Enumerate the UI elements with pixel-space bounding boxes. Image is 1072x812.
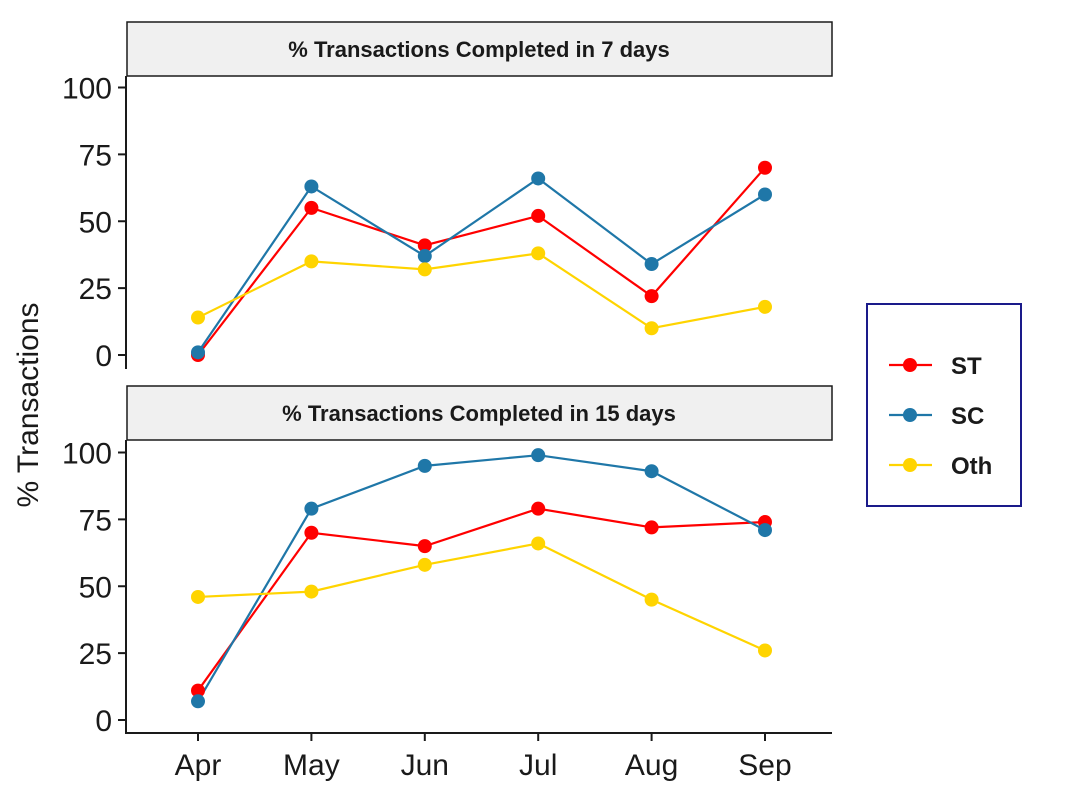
- series-line-sc: [197, 454, 766, 702]
- y-tick-label: 100: [62, 73, 112, 106]
- data-point-oth: [191, 310, 205, 325]
- legend-label-sc: SC: [951, 403, 984, 430]
- data-point-sc: [417, 249, 432, 264]
- legend-label-st: ST: [951, 353, 982, 380]
- series-line-oth: [197, 542, 766, 652]
- panel-15-days: % Transactions Completed in 15 days 0 25 5…: [62, 385, 833, 738]
- y-tick-label: 0: [95, 340, 112, 373]
- data-point-oth: [191, 589, 205, 604]
- legend-marker-st: [903, 358, 917, 372]
- panel-title: % Transactions Completed in 15 days: [282, 401, 676, 426]
- panel-title: % Transactions Completed in 7 days: [288, 37, 669, 62]
- data-point-oth: [644, 592, 659, 607]
- series-line-st: [197, 167, 766, 356]
- data-point-st: [531, 501, 546, 516]
- y-tick-label: 75: [79, 504, 112, 537]
- data-point-oth: [758, 643, 772, 658]
- x-tick-label: Jul: [519, 749, 557, 782]
- data-point-oth: [758, 299, 772, 314]
- data-point-sc: [644, 257, 659, 272]
- panel-7-days: % Transactions Completed in 7 days 0 25 50…: [62, 21, 833, 373]
- data-point-oth: [644, 321, 659, 336]
- series-line-oth: [197, 252, 766, 330]
- x-tick-label: Apr: [175, 749, 222, 782]
- series-line-sc: [197, 177, 766, 353]
- y-tick-label: 50: [79, 206, 112, 239]
- y-ticks: 0 25 50 75 100: [62, 438, 126, 738]
- data-point-sc: [531, 171, 546, 186]
- data-point-sc: [304, 501, 319, 516]
- data-point-oth: [531, 536, 546, 551]
- y-tick-label: 75: [79, 139, 112, 172]
- data-point-st: [758, 160, 772, 175]
- data-point-st: [417, 238, 432, 253]
- data-point-st: [304, 200, 319, 215]
- x-tick-label: Jun: [401, 749, 449, 782]
- series-points: [191, 160, 772, 362]
- data-point-st: [191, 683, 205, 698]
- data-point-oth: [531, 246, 546, 261]
- y-tick-label: 25: [79, 638, 112, 671]
- data-point-oth: [417, 262, 432, 277]
- legend-label-oth: Oth: [951, 453, 992, 480]
- data-point-oth: [304, 254, 319, 269]
- data-point-sc: [304, 179, 319, 194]
- data-point-sc: [644, 464, 659, 479]
- series-points: [191, 448, 772, 709]
- data-point-sc: [758, 187, 772, 202]
- x-tick-label: Sep: [738, 749, 791, 782]
- x-tick-label: May: [283, 749, 340, 782]
- data-point-oth: [417, 557, 432, 572]
- data-point-sc: [417, 458, 432, 473]
- data-point-sc: [758, 523, 772, 538]
- x-ticks: Apr May Jun Jul Aug Sep: [175, 733, 792, 782]
- data-point-st: [531, 208, 546, 223]
- data-point-st: [644, 289, 659, 304]
- y-axis-title: % Transactions: [12, 302, 45, 507]
- data-point-st: [304, 525, 319, 540]
- series-lines: [197, 454, 766, 702]
- panel-strip: [126, 21, 833, 77]
- y-tick-label: 100: [62, 438, 112, 471]
- series-line-st: [197, 507, 766, 692]
- data-point-st: [417, 539, 432, 554]
- y-tick-label: 0: [95, 705, 112, 738]
- data-point-sc: [531, 448, 546, 463]
- x-tick-label: Aug: [625, 749, 678, 782]
- series-lines: [197, 167, 766, 356]
- data-point-st: [644, 520, 659, 535]
- legend: ST SC Oth: [866, 303, 1022, 507]
- data-point-oth: [304, 584, 319, 599]
- y-tick-label: 50: [79, 571, 112, 604]
- y-ticks: 0 25 50 75 100: [62, 73, 126, 373]
- data-point-sc: [191, 694, 205, 709]
- panel-strip: [126, 385, 833, 441]
- data-point-sc: [191, 345, 205, 360]
- legend-box: [866, 303, 1022, 507]
- legend-marker-sc: [903, 408, 917, 422]
- y-tick-label: 25: [79, 273, 112, 306]
- legend-marker-oth: [903, 458, 917, 472]
